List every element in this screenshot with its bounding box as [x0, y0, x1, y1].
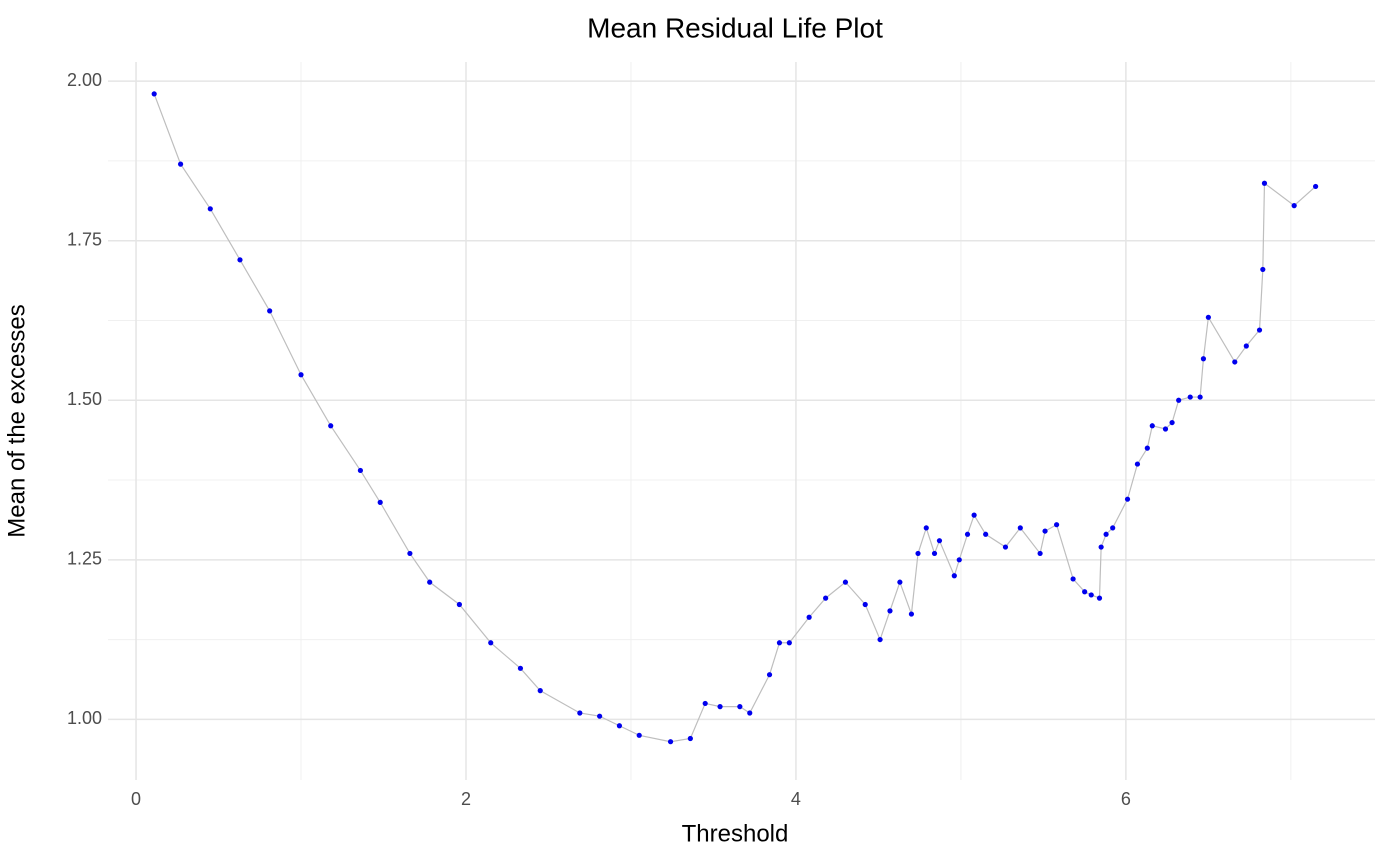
point: [908, 611, 915, 617]
point: [1124, 496, 1131, 502]
y-axis-label: Mean of the excesses: [3, 304, 30, 537]
point: [842, 579, 849, 585]
x-axis-label: Threshold: [682, 820, 789, 847]
point: [407, 550, 413, 557]
point: [964, 531, 971, 537]
point: [915, 550, 921, 557]
point: [923, 525, 929, 531]
point: [298, 372, 304, 378]
point: [1134, 461, 1141, 467]
point: [377, 499, 383, 505]
point: [931, 550, 938, 557]
point: [983, 531, 989, 537]
point: [1176, 397, 1182, 403]
point: [1200, 356, 1207, 362]
point: [1070, 576, 1076, 582]
point: [616, 723, 623, 729]
point: [887, 608, 893, 614]
point: [577, 710, 583, 716]
point: [207, 206, 213, 212]
point: [971, 512, 977, 518]
point: [177, 161, 184, 167]
point: [1098, 544, 1104, 550]
y-tick-label: 1.00: [67, 708, 102, 728]
point: [786, 640, 792, 646]
point: [1037, 550, 1043, 557]
point: [1017, 525, 1023, 531]
point: [687, 735, 693, 742]
point: [1260, 266, 1266, 273]
point: [597, 713, 603, 719]
point: [1042, 528, 1048, 534]
y-tick-label: 1.50: [67, 389, 102, 409]
point: [897, 579, 903, 585]
point: [1261, 180, 1268, 186]
point: [328, 423, 334, 429]
x-tick-label: 0: [131, 789, 141, 809]
point: [717, 704, 723, 710]
point: [151, 91, 157, 97]
point: [517, 665, 524, 671]
point: [1110, 525, 1116, 531]
point: [1205, 314, 1211, 320]
point: [877, 636, 883, 643]
point: [956, 557, 962, 563]
point: [766, 672, 773, 678]
point: [702, 700, 708, 707]
chart-title: Mean Residual Life Plot: [587, 12, 883, 43]
point: [1144, 445, 1150, 451]
point: [1162, 426, 1169, 432]
point: [1096, 595, 1103, 601]
point: [823, 595, 829, 601]
point: [1054, 522, 1060, 528]
point: [936, 538, 943, 544]
point: [1313, 183, 1319, 190]
point: [951, 573, 957, 579]
point: [488, 640, 494, 646]
point: [776, 640, 783, 646]
y-tick-label: 2.00: [67, 70, 102, 90]
point: [1082, 589, 1088, 595]
point: [237, 257, 243, 263]
y-tick-label: 1.25: [67, 549, 102, 569]
x-tick-label: 2: [461, 789, 471, 809]
point: [1256, 327, 1263, 333]
point: [427, 579, 433, 585]
point: [747, 710, 753, 716]
point: [1103, 531, 1109, 537]
point: [267, 308, 273, 314]
point: [1149, 423, 1155, 429]
point: [1197, 394, 1203, 400]
point: [1243, 343, 1249, 349]
x-tick-label: 4: [791, 789, 801, 809]
point: [1232, 359, 1238, 365]
point: [1291, 203, 1297, 209]
point: [1002, 544, 1009, 550]
point: [667, 739, 674, 745]
point: [862, 601, 868, 608]
point: [537, 688, 543, 694]
point: [636, 732, 642, 738]
y-tick-label: 1.75: [67, 229, 102, 249]
x-tick-label: 6: [1121, 789, 1131, 809]
point: [456, 601, 462, 608]
point: [1187, 394, 1193, 400]
point: [1088, 592, 1094, 598]
point: [806, 614, 812, 620]
point: [737, 704, 743, 710]
point: [357, 467, 364, 474]
line: [153, 93, 1317, 743]
point: [1169, 419, 1175, 426]
